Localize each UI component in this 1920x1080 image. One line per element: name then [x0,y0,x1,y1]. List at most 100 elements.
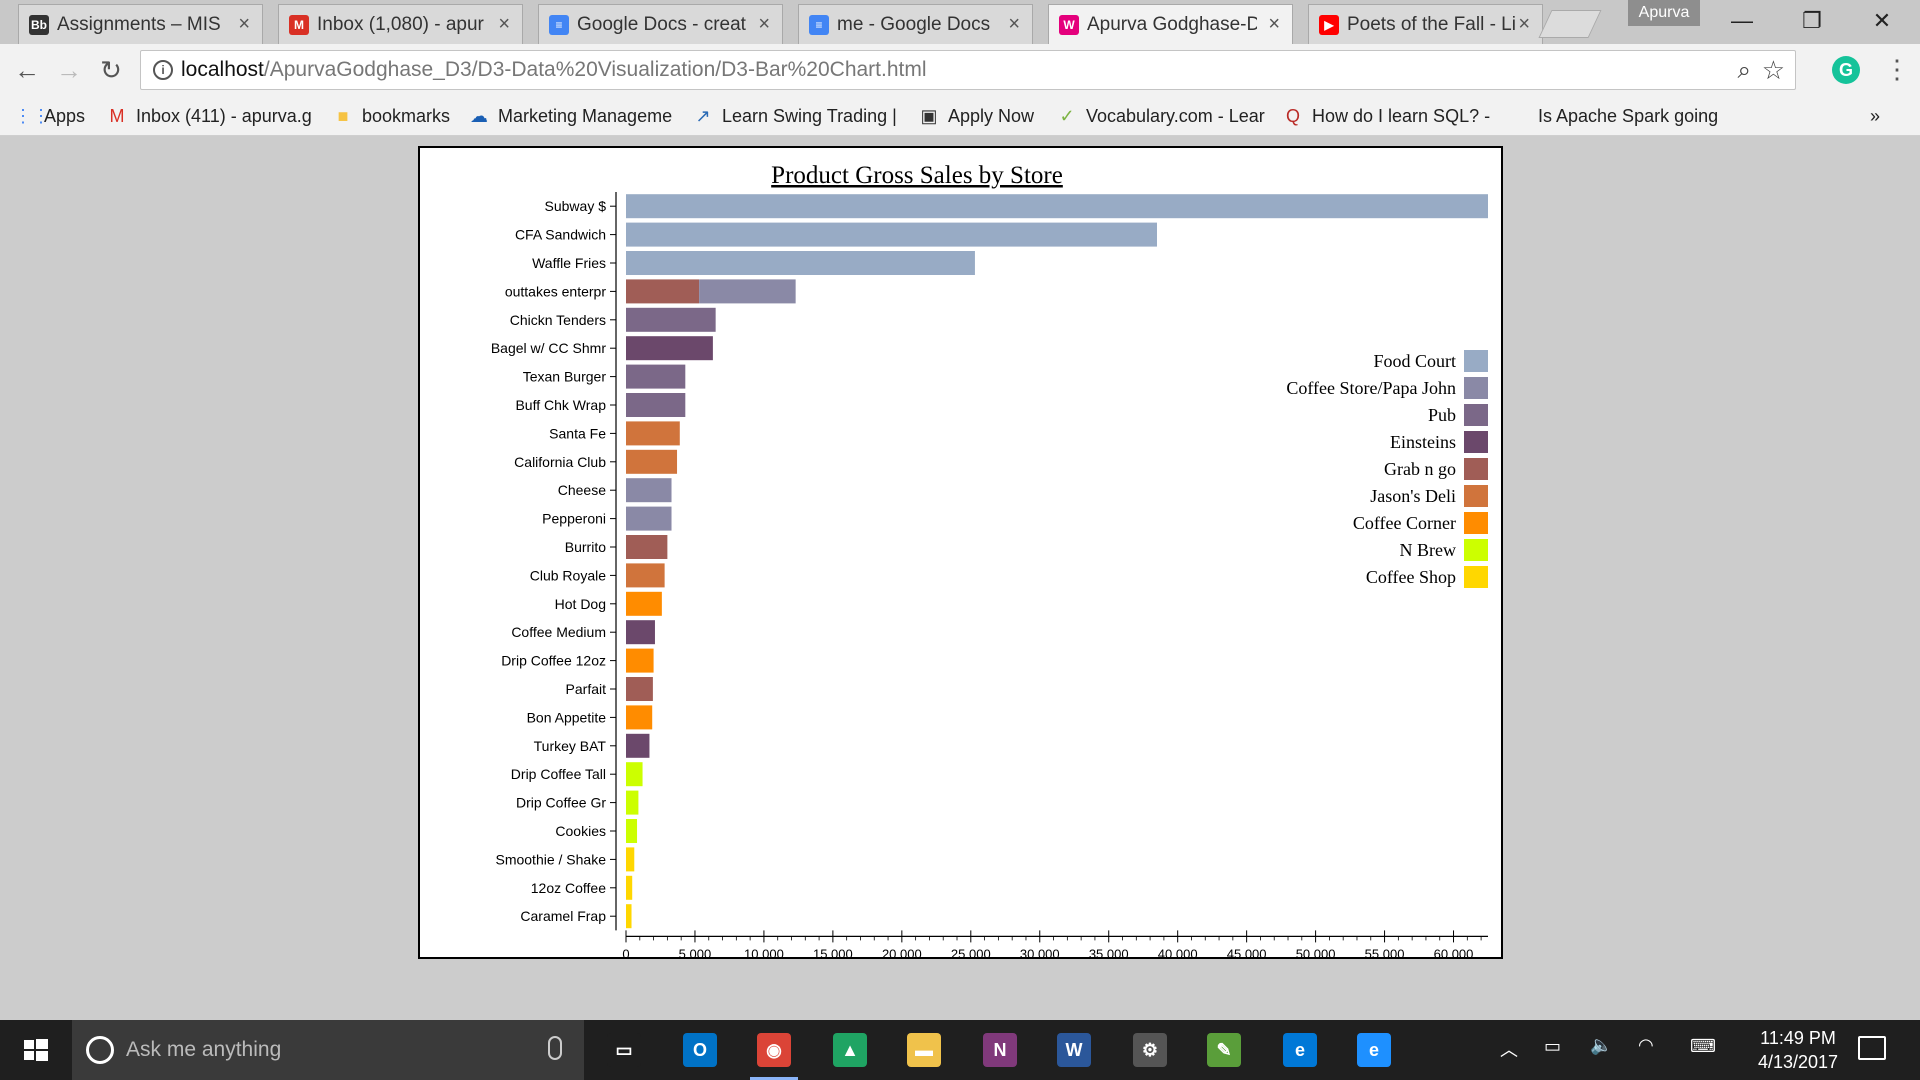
reload-icon[interactable]: ↻ [100,55,122,85]
profile-button[interactable]: Apurva [1628,0,1700,26]
restore-icon[interactable]: ❐ [1802,8,1822,33]
search-placeholder: Ask me anything [126,1038,282,1061]
chevron-up-icon[interactable]: ︿ [1500,1040,1518,1060]
y-tick-label: Turkey BAT [534,738,607,754]
taskbar-word-button[interactable]: W [1044,1026,1104,1074]
taskbar-edge-button[interactable]: e [1270,1026,1330,1074]
taskbar-internet-explorer-button[interactable]: e [1344,1026,1404,1074]
bar-cookies-0[interactable] [626,819,638,843]
taskbar-settings-app-button[interactable]: ⚙ [1120,1026,1180,1074]
bookmarks-overflow-button[interactable]: » [1870,105,1881,126]
wifi-icon[interactable]: ◠ [1638,1035,1654,1055]
notifications-icon[interactable] [1858,1036,1886,1060]
spreadsheet-app-icon: ✎ [1207,1033,1241,1067]
bookmark-item[interactable]: Is Apache Spark going [1538,96,1718,136]
bookmark-item[interactable]: Q How do I learn SQL? - [1282,96,1502,136]
cloud-icon: ☁ [470,106,488,126]
start-button[interactable] [0,1020,70,1080]
bookmark-item[interactable]: ▣ Apply Now [918,96,1046,136]
bookmark-item[interactable]: ☁ Marketing Manageme [468,96,678,136]
tab-close-icon[interactable]: × [238,13,250,35]
bookmark-label: Is Apache Spark going [1538,105,1718,126]
new-tab-button[interactable] [1538,10,1602,38]
close-window-icon[interactable]: ✕ [1872,8,1892,33]
y-tick-label: Buff Chk Wrap [515,397,606,413]
clock[interactable]: 11:49 PM 4/13/2017 [1738,1026,1858,1074]
bar-smoothie-shake-0[interactable] [626,847,635,872]
browser-tab[interactable]: ≡ me - Google Docs × [798,4,1033,44]
legend-label: N Brew [1400,540,1457,560]
bar-club-royale-0[interactable] [626,563,665,588]
bookmark-item[interactable]: ✓ Vocabulary.com - Lear [1056,96,1266,136]
y-tick-label: Subway $ [545,198,607,214]
url-host: localhost [181,58,264,81]
legend-swatch [1464,485,1488,507]
tab-close-icon[interactable]: × [498,13,510,35]
bar-cfa-sandwich-0[interactable] [626,222,1157,247]
bar-buff-chk-wrap-0[interactable] [626,393,686,417]
bar-california-club-0[interactable] [626,449,678,474]
taskbar-file-explorer-button[interactable]: ▬ [894,1026,954,1074]
microphone-icon[interactable] [548,1036,562,1060]
bar-bon-appetite-0[interactable] [626,705,653,730]
taskbar-chrome-button[interactable]: ◉ [744,1026,804,1080]
taskbar-onenote-button[interactable]: N [970,1026,1030,1074]
tab-close-icon[interactable]: × [1008,13,1020,35]
taskbar-google-drive-button[interactable]: ▲ [820,1026,880,1074]
keyboard-icon[interactable]: ⌨ [1690,1036,1716,1056]
bookmark-star-icon[interactable]: ☆ [1761,55,1785,85]
volume-icon[interactable]: 🔈 [1590,1035,1613,1055]
bar-waffle-fries-0[interactable] [626,251,975,275]
browser-tab[interactable]: M Inbox (1,080) - apur × [278,4,523,44]
bar-pepperoni-0[interactable] [626,506,672,531]
minimize-icon[interactable]: — [1731,8,1753,33]
bar-parfait-0[interactable] [626,677,653,701]
info-icon[interactable]: i [153,60,173,80]
bookmark-item[interactable]: ↗ Learn Swing Trading | [692,96,902,136]
tab-close-icon[interactable]: × [758,13,770,35]
legend-label: Food Court [1373,351,1456,371]
browser-tab[interactable]: ▶ Poets of the Fall - Li × [1308,4,1543,44]
y-tick-label: Cookies [555,823,606,839]
bar-drip-coffee-gr-0[interactable] [626,790,639,815]
browser-tab[interactable]: W Apurva Godghase-D × [1048,4,1293,44]
grammarly-extension-icon[interactable]: G [1832,56,1860,84]
bar-santa-fe-0[interactable] [626,421,680,446]
x-tick-label: 5,000 [679,946,712,957]
y-tick-label: Bagel w/ CC Shmr [491,340,606,356]
bookmark-item[interactable]: ■ bookmarks [332,96,458,136]
tab-close-icon[interactable]: × [1268,13,1280,35]
taskbar-outlook-button[interactable]: O [670,1026,730,1074]
address-bar[interactable]: i localhost/ApurvaGodghase_D3/D3-Data%20… [140,50,1796,90]
tab-close-icon[interactable]: × [1518,13,1530,35]
bar-bagel-w-cc-shmr-0[interactable] [626,336,713,361]
bar-subway--0[interactable] [626,194,1488,219]
bar-caramel-frap-0[interactable] [626,904,632,929]
legend-swatch [1464,512,1488,534]
bar-drip-coffee-tall-0[interactable] [626,762,643,787]
bar-hot-dog-0[interactable] [626,591,662,616]
bar-outtakes-enterpr-1[interactable] [699,279,796,304]
cortana-search-box[interactable]: Ask me anything [72,1020,584,1080]
x-tick-label: 0 [622,946,629,957]
bookmark-item[interactable]: ⋮⋮ Apps [14,96,100,136]
bar-12oz-coffee-0[interactable] [626,875,633,900]
taskbar-task-view-button[interactable]: ▭ [594,1026,654,1074]
forward-icon[interactable]: → [56,55,82,85]
bar-drip-coffee-12oz-0[interactable] [626,648,654,673]
taskbar-spreadsheet-app-button[interactable]: ✎ [1194,1026,1254,1074]
bar-cheese-0[interactable] [626,478,672,503]
bar-turkey-bat-0[interactable] [626,733,650,758]
bar-chickn-tenders-0[interactable] [626,307,716,332]
browser-tab[interactable]: Bb Assignments – MIS (× [18,4,263,44]
bar-outtakes-enterpr-0[interactable] [626,279,700,304]
browser-tab[interactable]: ≡ Google Docs - creat × [538,4,783,44]
zoom-icon[interactable]: ⌕ [1737,57,1751,84]
battery-icon[interactable]: ▭ [1544,1036,1562,1056]
bar-texan-burger-0[interactable] [626,364,686,389]
browser-menu-icon[interactable]: ⋮ [1884,54,1910,84]
bar-burrito-0[interactable] [626,535,668,559]
back-icon[interactable]: ← [14,55,40,85]
bar-coffee-medium-0[interactable] [626,620,655,645]
bookmark-item[interactable]: M Inbox (411) - apurva.g [106,96,316,136]
